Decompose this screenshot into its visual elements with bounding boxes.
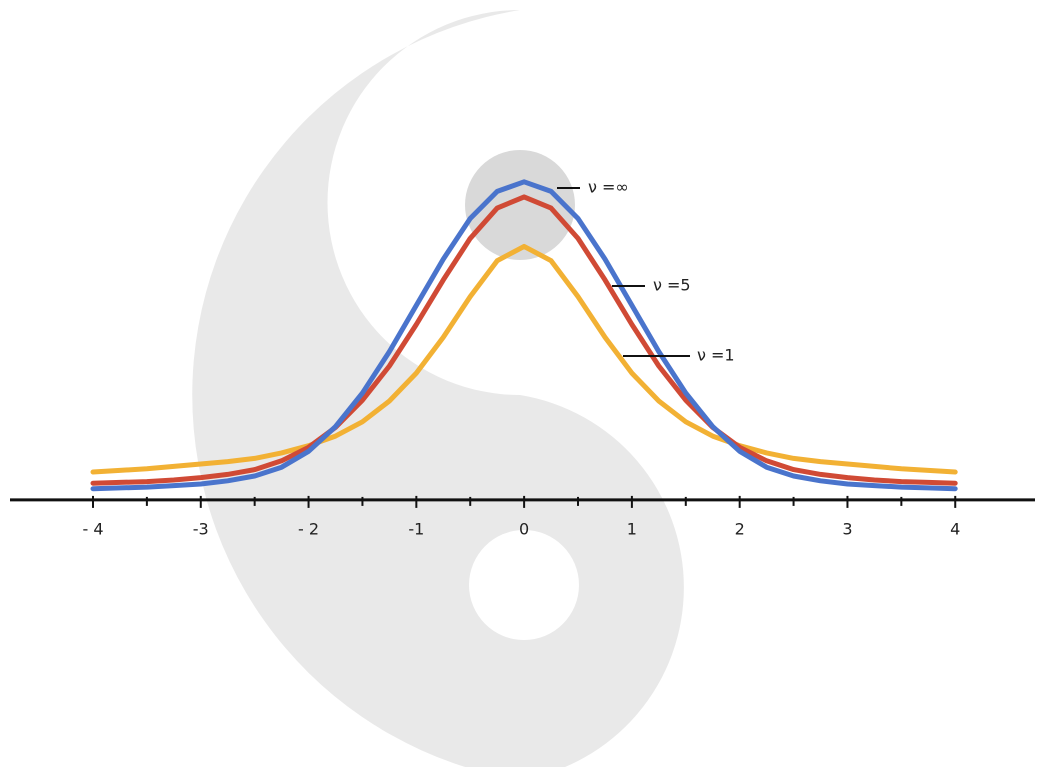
series-line	[90, 243, 958, 475]
x-tick-label: -3	[193, 519, 209, 538]
x-tick-label: 2	[735, 519, 745, 538]
series-label: ν =5	[653, 276, 691, 295]
yin-yang-dot	[469, 530, 579, 640]
x-tick-label: 4	[950, 519, 960, 538]
yin-yang-shape	[192, 10, 684, 767]
x-tick-label: - 4	[82, 519, 103, 538]
x-tick-label: 1	[627, 519, 637, 538]
series-label: ν =∞	[588, 178, 629, 197]
background-symbol	[192, 10, 684, 767]
series-line	[90, 179, 958, 492]
x-tick-label: 3	[842, 519, 852, 538]
yin-yang-dot	[465, 150, 575, 260]
x-tick-label: 0	[519, 519, 529, 538]
x-tick-label: -1	[408, 519, 424, 538]
series-line	[90, 194, 958, 486]
series-label: ν =1	[697, 346, 735, 365]
x-tick-label: - 2	[298, 519, 319, 538]
